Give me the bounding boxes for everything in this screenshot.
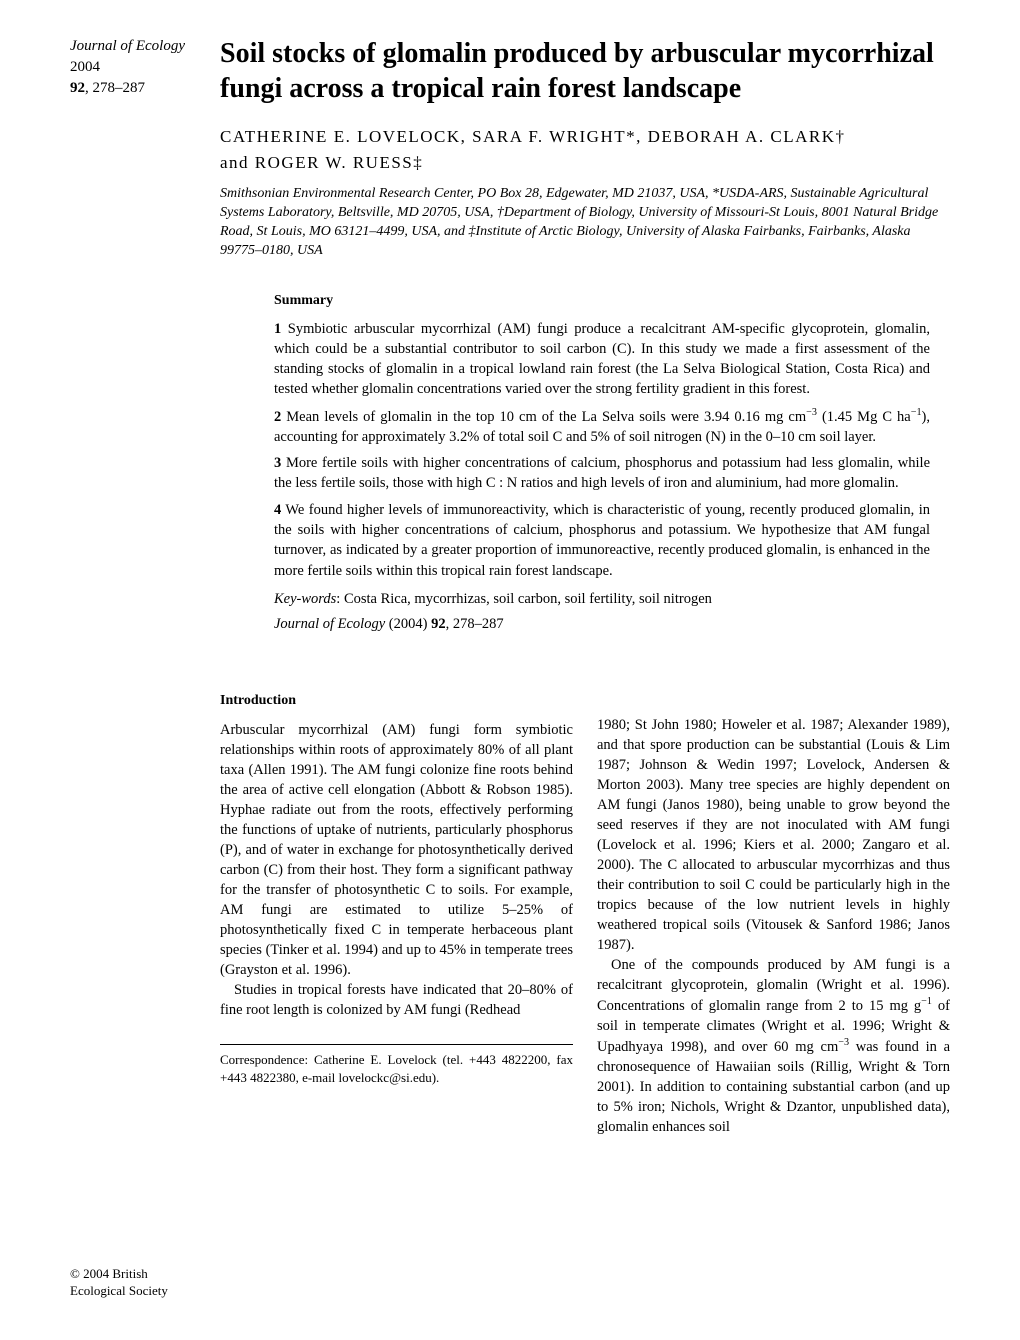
keywords-label: Key-words bbox=[274, 591, 336, 607]
p4a: One of the compounds produced by AM fung… bbox=[597, 957, 950, 1014]
affiliations: Smithsonian Environmental Research Cente… bbox=[220, 185, 950, 261]
superscript: −3 bbox=[806, 407, 817, 418]
keywords-line: Key-words: Costa Rica, mycorrhizas, soil… bbox=[274, 591, 930, 608]
summary-block: Summary 1 Symbiotic arbuscular mycorrhiz… bbox=[274, 293, 930, 633]
citation-journal: Journal of Ecology bbox=[274, 616, 385, 632]
authors-block: CATHERINE E. LOVELOCK, SARA F. WRIGHT*, … bbox=[220, 124, 950, 175]
copyright-text: © 2004 British Ecological Society bbox=[70, 1266, 168, 1299]
citation-pages: , 278–287 bbox=[446, 616, 504, 632]
intro-paragraph-4: One of the compounds produced by AM fung… bbox=[597, 955, 950, 1137]
keywords-text: : Costa Rica, mycorrhizas, soil carbon, … bbox=[336, 591, 712, 607]
main-content: Soil stocks of glomalin produced by arbu… bbox=[220, 36, 950, 1137]
summary-item-3: 3 More fertile soils with higher concent… bbox=[274, 453, 930, 494]
summary-text-4: We found higher levels of immunoreactivi… bbox=[274, 502, 930, 579]
summary-item-1: 1 Symbiotic arbuscular mycorrhizal (AM) … bbox=[274, 319, 930, 400]
summary-item-4: 4 We found higher levels of immunoreacti… bbox=[274, 500, 930, 581]
article-title: Soil stocks of glomalin produced by arbu… bbox=[220, 36, 950, 106]
journal-year: 2004 bbox=[70, 59, 100, 75]
journal-volume: 92 bbox=[70, 80, 85, 96]
body-columns: Introduction Arbuscular mycorrhizal (AM)… bbox=[220, 661, 950, 1137]
superscript: −3 bbox=[838, 1037, 849, 1048]
intro-paragraph-2: Studies in tropical forests have indicat… bbox=[220, 980, 573, 1020]
journal-name: Journal of Ecology bbox=[70, 38, 185, 54]
journal-margin-block: Journal of Ecology 2004 92, 278–287 bbox=[70, 36, 190, 99]
summary-text-2a: Mean levels of glomalin in the top 10 cm… bbox=[281, 409, 806, 425]
summary-item-2: 2 Mean levels of glomalin in the top 10 … bbox=[274, 406, 930, 447]
citation-year: (2004) bbox=[389, 616, 428, 632]
citation-volume: 92 bbox=[431, 616, 446, 632]
introduction-heading: Introduction bbox=[220, 691, 573, 710]
superscript: −1 bbox=[911, 407, 922, 418]
summary-text-2b: (1.45 Mg C ha bbox=[817, 409, 911, 425]
copyright-block: © 2004 British Ecological Society bbox=[70, 1265, 190, 1300]
column-right: 1980; St John 1980; Howeler et al. 1987;… bbox=[597, 661, 950, 1137]
summary-text-3: More fertile soils with higher concentra… bbox=[274, 455, 930, 491]
correspondence-block: Correspondence: Catherine E. Lovelock (t… bbox=[220, 1044, 573, 1086]
column-left: Introduction Arbuscular mycorrhizal (AM)… bbox=[220, 661, 573, 1137]
summary-heading: Summary bbox=[274, 293, 930, 309]
superscript: −1 bbox=[921, 996, 932, 1007]
authors-line-1: CATHERINE E. LOVELOCK, SARA F. WRIGHT*, … bbox=[220, 127, 845, 146]
citation-line: Journal of Ecology (2004) 92, 278–287 bbox=[274, 616, 930, 633]
intro-paragraph-1: Arbuscular mycorrhizal (AM) fungi form s… bbox=[220, 720, 573, 980]
summary-text-1: Symbiotic arbuscular mycorrhizal (AM) fu… bbox=[274, 321, 930, 398]
journal-pages: 278–287 bbox=[93, 80, 146, 96]
intro-paragraph-3: 1980; St John 1980; Howeler et al. 1987;… bbox=[597, 715, 950, 955]
authors-line-2: and ROGER W. RUESS‡ bbox=[220, 153, 423, 172]
